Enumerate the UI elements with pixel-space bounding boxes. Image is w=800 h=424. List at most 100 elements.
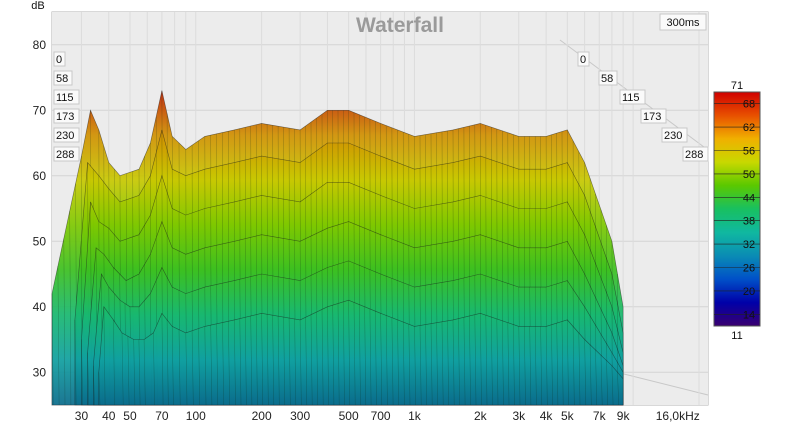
slice-hatch bbox=[414, 326, 416, 406]
slice-hatch bbox=[204, 326, 207, 406]
slice-hatch bbox=[561, 321, 564, 406]
slice-hatch bbox=[524, 326, 526, 406]
y-axis-ticks: 30 40 50 60 70 80 bbox=[33, 38, 47, 380]
x-tick-label: 70 bbox=[155, 409, 169, 423]
colorbar-tick-label: 14 bbox=[743, 309, 755, 321]
time-label-left: 288 bbox=[56, 149, 74, 161]
slice-hatch bbox=[244, 317, 247, 406]
slice-hatch bbox=[69, 211, 72, 406]
slice-hatch bbox=[161, 313, 164, 406]
slice-hatch bbox=[191, 330, 194, 406]
colorbar-tick-label: 56 bbox=[743, 146, 755, 158]
slice-hatch bbox=[171, 326, 174, 406]
slice-hatch bbox=[266, 314, 269, 406]
slice-hatch bbox=[138, 339, 141, 406]
x-tick-label: 200 bbox=[252, 409, 272, 423]
slice-hatch bbox=[353, 302, 356, 406]
slice-hatch bbox=[441, 321, 444, 406]
slice-hatch bbox=[507, 322, 510, 406]
slice-hatch bbox=[480, 313, 482, 406]
colorbar-tick-label: 38 bbox=[743, 216, 755, 228]
time-label-box bbox=[53, 51, 66, 67]
y-tick-label: 40 bbox=[33, 300, 47, 314]
colorbar-tick-label: 50 bbox=[743, 169, 755, 181]
slice-hatch bbox=[447, 320, 449, 406]
time-label-right: 230 bbox=[664, 130, 682, 142]
slice-hatch bbox=[178, 329, 181, 406]
slice-hatch bbox=[51, 293, 54, 406]
slice-hatch bbox=[518, 326, 521, 406]
time-label-left: 115 bbox=[56, 92, 74, 104]
y-tick-label: 30 bbox=[33, 365, 47, 379]
x-tick-label: 100 bbox=[186, 409, 206, 423]
colorbar-fill bbox=[713, 91, 761, 327]
slice-hatch bbox=[458, 318, 460, 406]
slice-hatch bbox=[98, 372, 101, 406]
slice-hatch bbox=[567, 319, 569, 406]
time-label-right: 0 bbox=[580, 54, 586, 66]
time-label-right: 58 bbox=[601, 73, 613, 85]
time-label-box bbox=[53, 127, 80, 143]
slice-hatch bbox=[419, 325, 422, 406]
time-labels-left: 0 58 115 173 230 288 bbox=[53, 51, 80, 162]
slice-hatch bbox=[198, 328, 200, 406]
time-label-right: 173 bbox=[643, 111, 661, 123]
slice-hatch bbox=[408, 324, 411, 406]
x-tick-label: 16,0kHz bbox=[656, 409, 700, 423]
slice-hatch bbox=[545, 326, 548, 406]
slice-hatch bbox=[359, 304, 361, 406]
slice-hatch bbox=[74, 319, 77, 406]
waterfall-slices bbox=[51, 90, 624, 406]
slice-hatch bbox=[463, 317, 466, 406]
x-tick-label: 30 bbox=[75, 409, 89, 423]
time-label-left: 0 bbox=[56, 54, 62, 66]
slice-hatch bbox=[299, 319, 302, 406]
time-range-label: 300ms bbox=[666, 17, 700, 29]
slice-hatch bbox=[611, 365, 614, 406]
slice-hatch bbox=[348, 300, 351, 406]
time-label-box bbox=[640, 108, 667, 124]
slice-hatch bbox=[332, 305, 335, 406]
chart-title: Waterfall bbox=[356, 14, 444, 37]
slice-hatch bbox=[380, 313, 383, 406]
slice-hatch bbox=[327, 306, 329, 406]
time-label-left: 173 bbox=[56, 111, 74, 123]
colorbar-tick-label: 62 bbox=[743, 122, 755, 134]
slice-hatch bbox=[250, 315, 253, 406]
slice-hatch bbox=[87, 352, 90, 406]
x-tick-label: 2k bbox=[474, 409, 488, 423]
slice-hatch bbox=[57, 266, 60, 406]
slice-hatch bbox=[337, 303, 340, 406]
slice-hatch bbox=[81, 339, 83, 406]
time-label-box bbox=[53, 89, 80, 105]
slice-hatch bbox=[121, 332, 124, 406]
slice-hatch bbox=[556, 323, 559, 406]
time-label-box bbox=[53, 70, 73, 86]
slice-hatch bbox=[529, 326, 532, 406]
slice-hatch bbox=[617, 372, 619, 406]
slice-hatch bbox=[305, 317, 308, 406]
y-tick-label: 80 bbox=[33, 38, 47, 52]
slice-hatch bbox=[234, 319, 236, 406]
waterfall-slice bbox=[98, 299, 624, 406]
slice-hatch bbox=[283, 316, 286, 406]
slice-hatch bbox=[364, 306, 367, 406]
slice-hatch bbox=[277, 316, 280, 406]
slice-hatch bbox=[228, 321, 230, 406]
slice-hatch bbox=[491, 316, 493, 406]
slice-hatch bbox=[425, 324, 427, 406]
slice-hatch bbox=[216, 323, 219, 406]
slice-hatch bbox=[63, 238, 66, 406]
x-tick-label: 40 bbox=[102, 409, 116, 423]
slice-hatch bbox=[436, 322, 438, 406]
time-label-right: 115 bbox=[622, 92, 640, 104]
time-label-box bbox=[53, 108, 80, 124]
time-label-box bbox=[682, 146, 709, 162]
x-tick-label: 9k bbox=[617, 409, 631, 423]
slice-hatch bbox=[540, 326, 543, 406]
slice-hatch bbox=[391, 317, 394, 406]
slice-hatch bbox=[210, 325, 213, 406]
slice-hatch bbox=[127, 336, 130, 406]
